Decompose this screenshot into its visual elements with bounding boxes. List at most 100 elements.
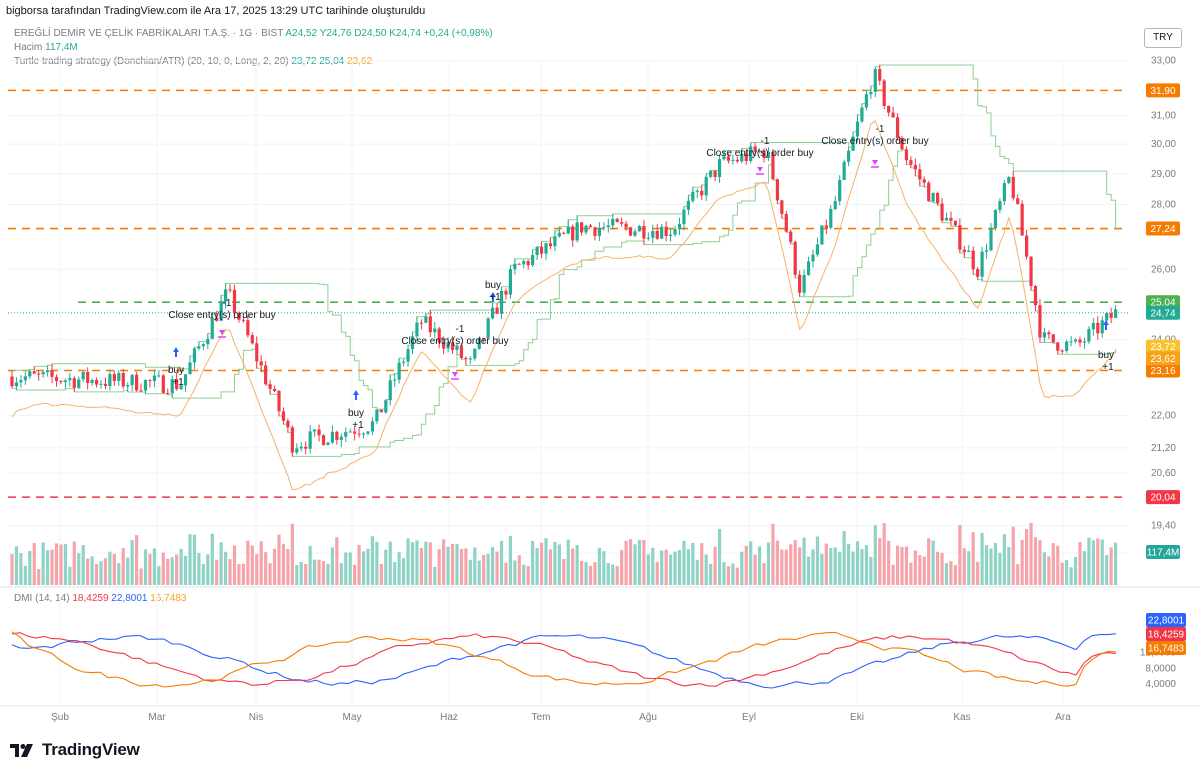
volume-bar [677,549,682,585]
volume-bar [135,535,139,585]
volume-bar [46,550,50,585]
candle-body [1047,332,1051,335]
candle-body [1100,320,1104,334]
candle-body [669,234,673,236]
buy-label: buy [1098,350,1114,361]
candle-body [94,379,99,385]
volume-bar [789,544,793,585]
volume-bar [726,566,731,585]
volume-legend: Hacim 117,4M [14,42,78,53]
volume-bar [255,554,259,585]
candle-body [855,121,860,137]
volume-bar [660,550,664,585]
candle-body [833,201,837,210]
volume-bar [268,563,272,585]
candle-body [793,241,797,275]
volume-bar [637,540,642,585]
dmi-value-3: 16,7483 [150,593,187,604]
volume-bar [566,539,570,585]
volume-bar [998,552,1002,585]
candle-body [882,80,886,106]
volume-bar [339,563,343,585]
candle-body [499,290,504,314]
volume-bar [161,552,165,585]
volume-bar [655,561,659,585]
candle-body [286,420,290,428]
candle-body [1082,341,1087,343]
candle-body [397,362,401,380]
volume-bar [14,546,19,585]
candle-body [628,227,633,236]
volume-bar [815,536,820,585]
candle-body [1011,176,1015,199]
volume-bar [335,537,339,585]
volume-bar [593,562,597,585]
candle-body [28,371,32,377]
channel-upper [12,64,1117,410]
dmi-tick-label: 4,0000 [1145,679,1176,690]
stop-badge-2: 23,62 [1150,354,1175,365]
level-badge: 31,90 [1150,86,1175,97]
x-tick-label: Mar [148,712,166,723]
candle-body [762,150,766,158]
level-badge: 25,04 [1150,298,1175,309]
candle-body [1042,332,1046,338]
volume-bar [1114,542,1118,585]
volume-bar [927,538,931,585]
candle-body [967,250,971,252]
volume-bar [366,548,370,585]
candle-body [402,361,406,363]
candle-body [348,431,352,433]
volume-bar [833,547,837,585]
volume-bar [842,530,846,585]
sell-qty-label: -1 [223,298,232,309]
volume-bar [10,554,14,585]
candle-body [1087,329,1091,342]
candle-body [1007,176,1011,184]
volume-bar [749,541,753,585]
currency-button[interactable]: TRY [1144,28,1182,48]
candle-body [179,385,183,390]
candle-body [815,244,820,255]
candle-body [103,383,108,386]
candle-body [246,320,250,336]
candle-body [175,379,179,390]
y-tick-label: 20,60 [1151,468,1176,479]
candle-body [308,431,312,449]
high-value: Y24,76 [319,28,352,39]
candle-body [10,376,14,387]
candle-body [806,261,811,275]
level-badge: 27,24 [1150,224,1175,235]
strategy-legend: Turtle trading strategy (Donchian/ATR) (… [14,56,372,67]
candle-body [197,346,201,349]
volume-bar [913,550,917,585]
volume-bar [1051,543,1055,585]
candle-body [393,379,397,381]
channel-lower [12,149,1117,457]
volume-bar [63,543,67,585]
candle-body [677,224,682,230]
candle-body [1109,313,1113,318]
close-value: K24,74 [389,28,421,39]
volume-bar [491,547,495,585]
candle-body [375,409,379,422]
candle-body [580,222,584,233]
volume-bar [824,543,828,585]
volume-bar [215,559,219,585]
volume-bar [281,543,286,585]
level-badge-bg [1146,83,1180,98]
candle-body [1114,309,1118,318]
volume-bar [1038,540,1042,585]
candle-body [41,372,45,375]
volume-bar [50,549,54,585]
volume-bar [1020,539,1024,585]
volume-bar [295,564,299,585]
buy-label: buy [168,365,184,376]
candles [10,65,1118,457]
candle-body [37,373,41,375]
volume-bar [357,544,361,585]
candle-body [321,435,326,446]
volume-bar [308,545,312,585]
volume-value: 117,4M [45,42,78,53]
candle-body [562,232,566,234]
